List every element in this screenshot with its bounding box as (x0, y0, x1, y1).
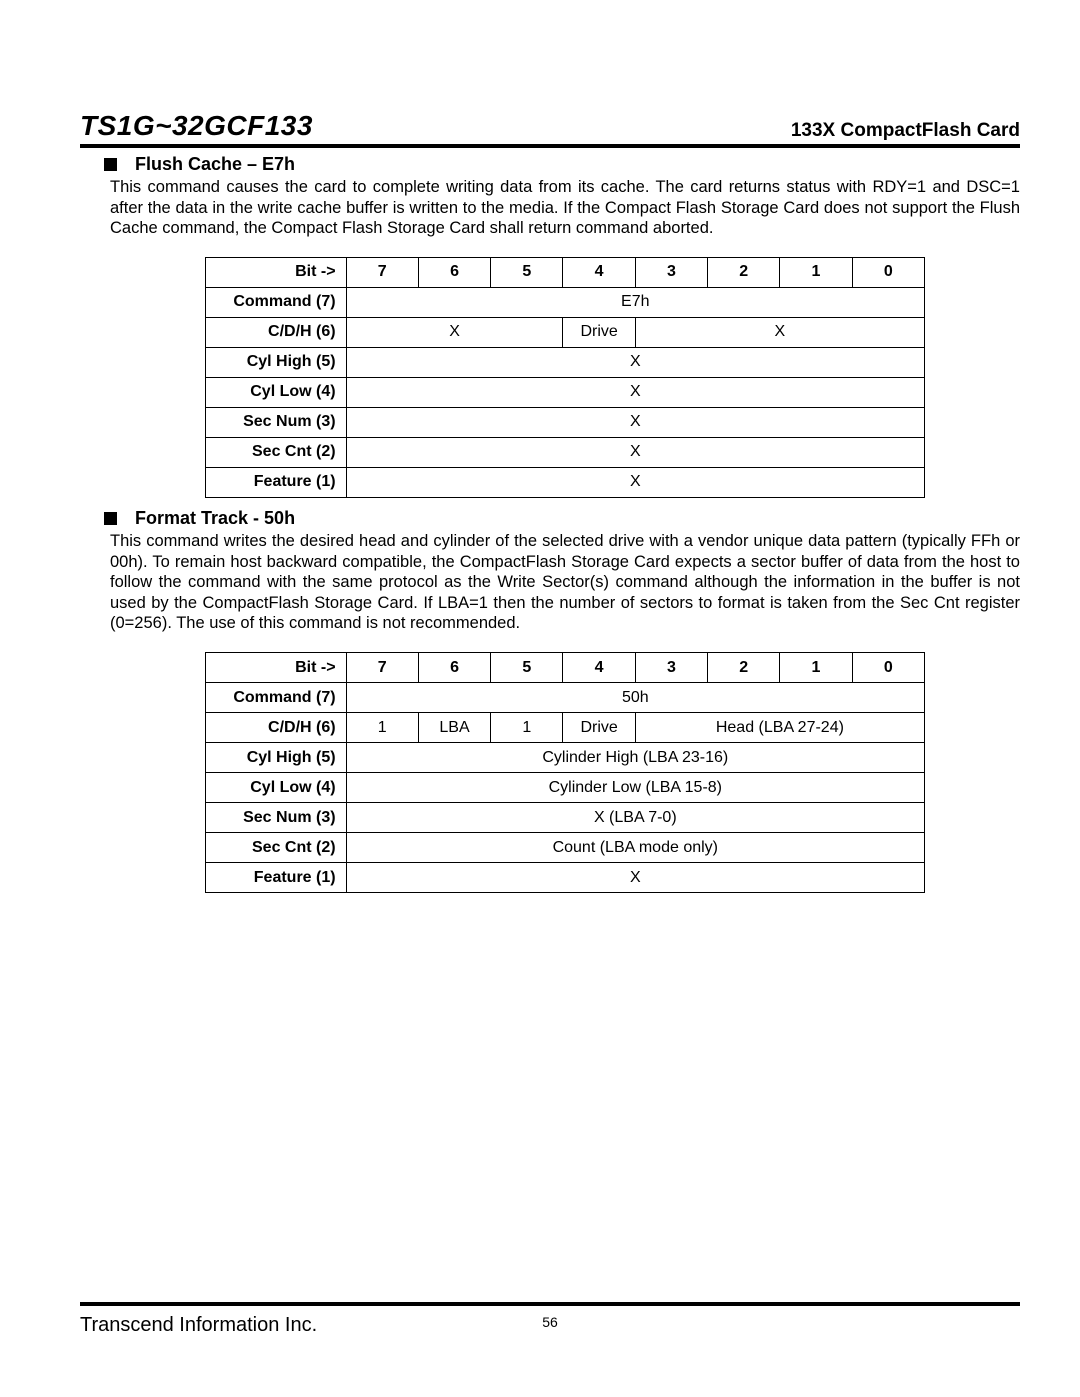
register-cell: X (346, 467, 924, 497)
register-cell: X (346, 407, 924, 437)
register-row-label: Cyl Low (4) (206, 377, 347, 407)
bit-column-header: 0 (852, 257, 924, 287)
register-row-label: Sec Num (3) (206, 803, 347, 833)
header-subtitle: 133X CompactFlash Card (791, 120, 1020, 142)
bit-column-header: 4 (563, 257, 635, 287)
register-cell: Cylinder Low (LBA 15-8) (346, 773, 924, 803)
register-cell: X (346, 437, 924, 467)
register-row-label: Cyl High (5) (206, 347, 347, 377)
register-row-label: Cyl High (5) (206, 743, 347, 773)
section-heading: Format Track - 50h (104, 508, 1020, 529)
register-cell: X (346, 317, 563, 347)
register-row-label: Feature (1) (206, 467, 347, 497)
bit-column-header: 2 (708, 653, 780, 683)
register-cell: 50h (346, 683, 924, 713)
section-body: This command writes the desired head and… (110, 531, 1020, 634)
register-row-label: Feature (1) (206, 863, 347, 893)
bit-column-header: 6 (418, 257, 490, 287)
register-table: Bit ->76543210Command (7)E7hC/D/H (6)XDr… (205, 257, 925, 498)
bit-column-header: 7 (346, 653, 418, 683)
register-cell: Drive (563, 713, 635, 743)
bit-column-header: 3 (635, 653, 707, 683)
register-cell: X (635, 317, 924, 347)
bit-column-header: 1 (780, 653, 852, 683)
register-row-label: Sec Cnt (2) (206, 437, 347, 467)
section-heading-text: Flush Cache – E7h (135, 154, 295, 175)
bit-column-header: 2 (708, 257, 780, 287)
register-row-label: Sec Cnt (2) (206, 833, 347, 863)
register-row-label: Command (7) (206, 287, 347, 317)
bit-column-header: 1 (780, 257, 852, 287)
page-footer: Transcend Information Inc. 56 (80, 1302, 1020, 1337)
register-cell: Cylinder High (LBA 23-16) (346, 743, 924, 773)
register-cell: LBA (418, 713, 490, 743)
register-cell: Count (LBA mode only) (346, 833, 924, 863)
register-cell: X (346, 347, 924, 377)
register-cell: 1 (491, 713, 563, 743)
square-bullet-icon (104, 158, 117, 171)
footer-company: Transcend Information Inc. (80, 1314, 317, 1337)
register-cell: X (346, 377, 924, 407)
register-row-label: C/D/H (6) (206, 317, 347, 347)
register-row-label: Command (7) (206, 683, 347, 713)
page-header: TS1G~32GCF133 133X CompactFlash Card (80, 110, 1020, 148)
register-cell: Head (LBA 27-24) (635, 713, 924, 743)
footer-page-number: 56 (542, 1314, 558, 1330)
bit-column-header: 0 (852, 653, 924, 683)
register-row-label: C/D/H (6) (206, 713, 347, 743)
register-cell: Drive (563, 317, 635, 347)
bit-column-header: 6 (418, 653, 490, 683)
register-table: Bit ->76543210Command (7)50hC/D/H (6)1LB… (205, 652, 925, 893)
section-heading-text: Format Track - 50h (135, 508, 295, 529)
square-bullet-icon (104, 512, 117, 525)
register-row-label: Sec Num (3) (206, 407, 347, 437)
register-cell: 1 (346, 713, 418, 743)
bit-column-header: 7 (346, 257, 418, 287)
bit-header-label: Bit -> (206, 257, 347, 287)
section: Flush Cache – E7hThis command causes the… (80, 154, 1020, 498)
section-body: This command causes the card to complete… (110, 177, 1020, 239)
bit-column-header: 5 (491, 653, 563, 683)
section-heading: Flush Cache – E7h (104, 154, 1020, 175)
register-cell: X (LBA 7-0) (346, 803, 924, 833)
bit-header-label: Bit -> (206, 653, 347, 683)
register-row-label: Cyl Low (4) (206, 773, 347, 803)
register-cell: X (346, 863, 924, 893)
bit-column-header: 3 (635, 257, 707, 287)
bit-column-header: 5 (491, 257, 563, 287)
model-title: TS1G~32GCF133 (80, 110, 313, 142)
section: Format Track - 50hThis command writes th… (80, 508, 1020, 893)
register-cell: E7h (346, 287, 924, 317)
bit-column-header: 4 (563, 653, 635, 683)
